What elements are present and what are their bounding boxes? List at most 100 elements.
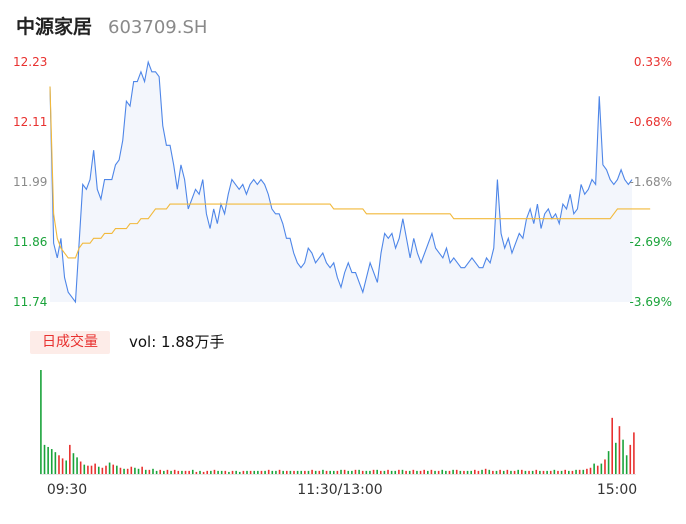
volume-bar <box>379 470 382 474</box>
volume-bar <box>517 469 519 474</box>
y-tick-label: 12.23 <box>13 55 47 69</box>
volume-bar <box>448 470 451 474</box>
volume-bar <box>235 470 237 474</box>
volume-bar <box>314 470 317 474</box>
volume-bar <box>390 470 393 474</box>
price-line <box>49 59 633 304</box>
volume-bar <box>90 465 93 474</box>
volume-bar <box>568 470 570 474</box>
volume-chart: 09:30 11:30/13:00 15:00 <box>40 370 637 498</box>
volume-bar <box>289 470 292 474</box>
volume-bar <box>329 470 331 474</box>
volume-bar <box>325 470 328 474</box>
volume-bar <box>264 470 266 474</box>
volume-bar <box>629 444 632 474</box>
volume-bar <box>430 469 433 474</box>
volume-bar <box>506 469 509 474</box>
volume-bar <box>528 470 530 474</box>
y2-tick-label: -1.68% <box>630 175 672 189</box>
volume-bar <box>358 469 360 474</box>
volume-bar <box>423 469 425 474</box>
volume-bar <box>408 470 411 474</box>
volume-bar <box>578 469 581 474</box>
volume-bar <box>604 459 606 474</box>
y2-tick-label: -0.68% <box>630 115 672 129</box>
volume-bar <box>470 470 472 474</box>
volume-bar <box>148 469 151 474</box>
volume-bar <box>542 470 545 474</box>
volume-bar <box>351 470 353 474</box>
volume-bar <box>293 470 295 474</box>
volume-bar <box>101 467 104 474</box>
volume-bar <box>618 426 621 474</box>
volume-bar <box>65 460 68 474</box>
volume-bar <box>159 469 162 474</box>
volume-bar <box>343 469 346 474</box>
volume-bar <box>58 455 60 474</box>
volume-bar <box>181 470 183 474</box>
volume-bar <box>152 468 154 474</box>
volume-bar <box>575 469 577 474</box>
title-bar: 中源家居 603709.SH <box>16 12 207 38</box>
volume-bar <box>372 469 375 474</box>
volume-bar <box>560 470 563 474</box>
volume-bar <box>549 470 552 474</box>
volume-bar <box>296 470 299 474</box>
volume-badge[interactable]: 日成交量 <box>30 331 110 354</box>
volume-bar <box>177 470 180 474</box>
volume-bar <box>137 468 140 474</box>
stock-name: 中源家居 <box>16 16 93 38</box>
volume-text: vol: 1.88万手 <box>129 333 225 351</box>
x-tick-label: 11:30/13:00 <box>297 482 382 498</box>
y-tick-label: 11.99 <box>13 175 47 189</box>
volume-bar <box>184 470 187 474</box>
volume-bar <box>285 470 288 474</box>
volume-bar <box>419 470 422 474</box>
volume-bar <box>307 470 310 474</box>
volume-bar <box>126 468 129 474</box>
volume-bar <box>47 446 49 474</box>
volume-bar <box>97 466 100 474</box>
volume-bar <box>354 469 357 474</box>
volume-bar <box>499 469 501 474</box>
volume-bar <box>477 470 480 474</box>
volume-bar <box>427 470 429 474</box>
volume-bar <box>474 469 476 474</box>
volume-bar <box>134 467 136 474</box>
volume-bar <box>383 470 386 474</box>
volume-bar <box>452 469 454 474</box>
volume-bar <box>242 470 245 474</box>
volume-bar <box>332 470 335 474</box>
volume-bar <box>531 470 534 474</box>
volume-bar <box>387 469 389 474</box>
volume-bar <box>130 466 133 474</box>
volume-bar <box>238 471 241 474</box>
volume-bar <box>123 468 125 474</box>
volume-bar <box>155 470 158 474</box>
volume-bar <box>459 470 462 474</box>
y-tick-label: 11.74 <box>13 295 47 309</box>
volume-bar <box>361 470 364 474</box>
volume-bar <box>463 470 465 474</box>
volume-bar <box>231 470 234 474</box>
volume-bar <box>535 469 538 474</box>
volume-bar <box>633 432 635 474</box>
volume-bar <box>173 469 176 474</box>
volume-bar <box>445 470 447 474</box>
volume-bar <box>300 470 303 474</box>
volume-bar <box>249 470 252 474</box>
volume-bar <box>564 469 566 474</box>
y2-tick-label: 0.33% <box>634 55 672 69</box>
volume-bar <box>141 466 143 474</box>
y-tick-label: 11.86 <box>13 235 47 249</box>
volume-bar <box>108 462 111 474</box>
volume-bar <box>275 470 277 474</box>
volume-bar <box>571 470 574 474</box>
volume-bar <box>191 469 194 474</box>
volume-bar <box>144 469 147 474</box>
volume-bar <box>495 470 498 474</box>
volume-bar <box>87 465 89 474</box>
volume-bar <box>347 470 350 474</box>
volume-bar <box>336 470 339 474</box>
volume-bar <box>43 444 46 474</box>
